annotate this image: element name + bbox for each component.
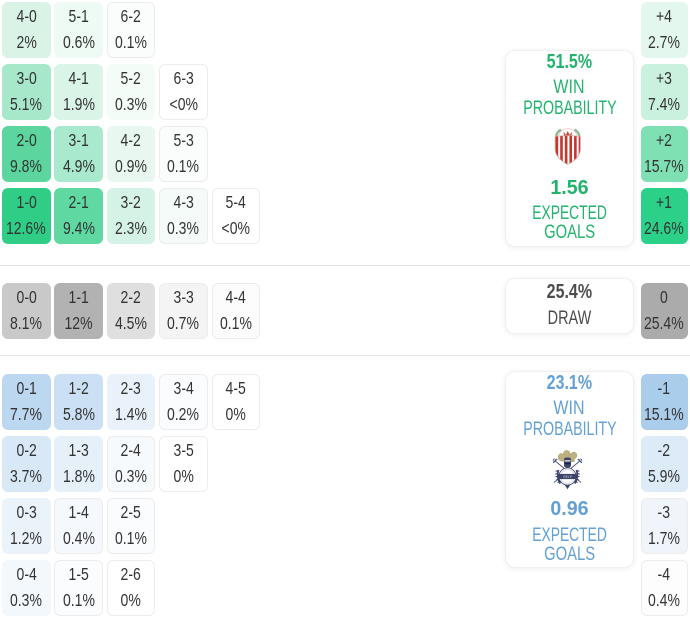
svg-text:GELP: GELP (563, 475, 573, 479)
